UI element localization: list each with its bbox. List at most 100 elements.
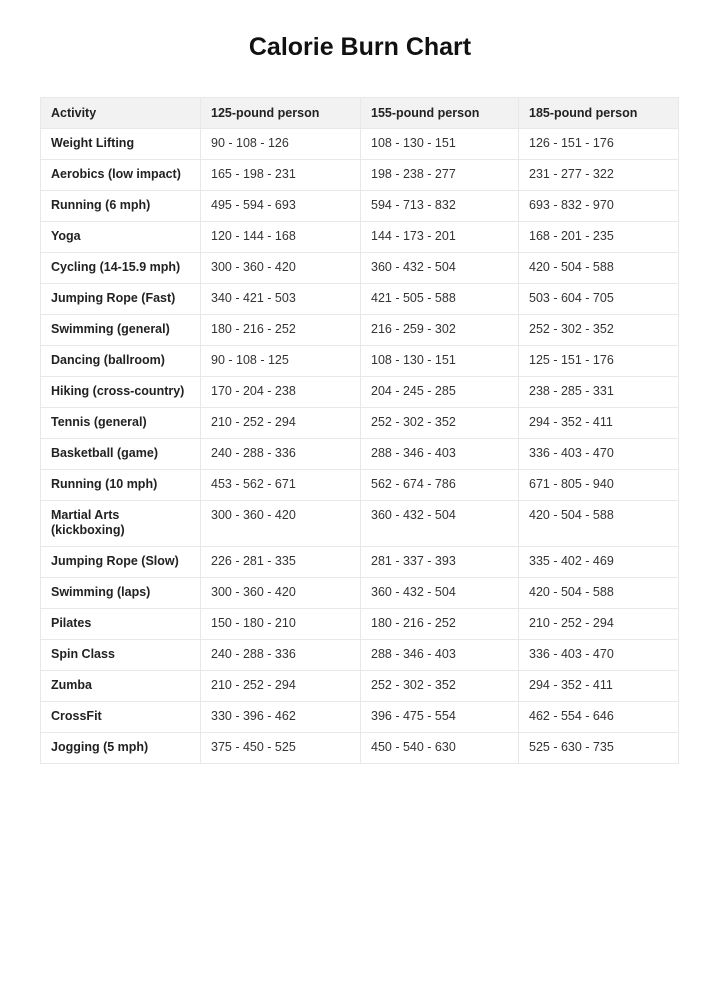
activity-cell: Martial Arts (kickboxing) [40, 500, 201, 547]
cell-125: 210 - 252 - 294 [200, 407, 361, 439]
cell-155: 360 - 432 - 504 [360, 500, 519, 547]
cell-155: 360 - 432 - 504 [360, 577, 519, 609]
page-title: Calorie Burn Chart [248, 33, 472, 61]
cell-155: 108 - 130 - 151 [360, 128, 519, 160]
activity-cell: Cycling (14-15.9 mph) [40, 252, 201, 284]
activity-cell: Pilates [40, 608, 201, 640]
cell-155: 562 - 674 - 786 [360, 469, 519, 501]
cell-185: 693 - 832 - 970 [518, 190, 679, 222]
cell-155: 396 - 475 - 554 [360, 701, 519, 733]
cell-155: 450 - 540 - 630 [360, 732, 519, 764]
cell-125: 120 - 144 - 168 [200, 221, 361, 253]
cell-185: 420 - 504 - 588 [518, 500, 679, 547]
table-row: Weight Lifting 90 - 108 - 126 108 - 130 - … [40, 128, 679, 160]
cell-155: 421 - 505 - 588 [360, 283, 519, 315]
cell-185: 294 - 352 - 411 [518, 407, 679, 439]
cell-155: 204 - 245 - 285 [360, 376, 519, 408]
cell-125: 375 - 450 - 525 [200, 732, 361, 764]
table-row: Running (10 mph) 453 - 562 - 671 562 - 674… [40, 469, 679, 501]
header-row: Activity 125-pound person 155-pound pers… [40, 97, 679, 129]
table-row: Cycling (14-15.9 mph) 300 - 360 - 420 360 … [40, 252, 679, 284]
cell-185: 168 - 201 - 235 [518, 221, 679, 253]
activity-cell: Swimming (laps) [40, 577, 201, 609]
cell-125: 90 - 108 - 125 [200, 345, 361, 377]
cell-125: 90 - 108 - 126 [200, 128, 361, 160]
cell-125: 300 - 360 - 420 [200, 500, 361, 547]
cell-125: 170 - 204 - 238 [200, 376, 361, 408]
activity-cell: Aerobics (low impact) [40, 159, 201, 191]
table-row: Zumba 210 - 252 - 294 252 - 302 - 352 294 -… [40, 670, 679, 702]
table-row: Tennis (general) 210 - 252 - 294 252 - 302… [40, 407, 679, 439]
cell-155: 216 - 259 - 302 [360, 314, 519, 346]
table-row: Aerobics (low impact) 165 - 198 - 231 198 … [40, 159, 679, 191]
cell-185: 126 - 151 - 176 [518, 128, 679, 160]
header-activity: Activity [40, 97, 201, 129]
cell-155: 252 - 302 - 352 [360, 670, 519, 702]
table-row: Martial Arts (kickboxing) 300 - 360 - 420… [40, 500, 679, 547]
cell-185: 238 - 285 - 331 [518, 376, 679, 408]
activity-cell: Hiking (cross-country) [40, 376, 201, 408]
cell-125: 453 - 562 - 671 [200, 469, 361, 501]
cell-125: 240 - 288 - 336 [200, 438, 361, 470]
table-row: Jumping Rope (Slow) 226 - 281 - 335 281 - … [40, 546, 679, 578]
activity-cell: Jogging (5 mph) [40, 732, 201, 764]
cell-185: 336 - 403 - 470 [518, 639, 679, 671]
cell-185: 294 - 352 - 411 [518, 670, 679, 702]
table-row: Swimming (general) 180 - 216 - 252 216 - 2… [40, 314, 679, 346]
cell-185: 525 - 630 - 735 [518, 732, 679, 764]
table-row: Dancing (ballroom) 90 - 108 - 125 108 - 13… [40, 345, 679, 377]
cell-125: 226 - 281 - 335 [200, 546, 361, 578]
activity-cell: Basketball (game) [40, 438, 201, 470]
header-155: 155-pound person [360, 97, 519, 129]
cell-155: 252 - 302 - 352 [360, 407, 519, 439]
cell-125: 210 - 252 - 294 [200, 670, 361, 702]
cell-155: 180 - 216 - 252 [360, 608, 519, 640]
cell-185: 125 - 151 - 176 [518, 345, 679, 377]
cell-155: 144 - 173 - 201 [360, 221, 519, 253]
cell-155: 281 - 337 - 393 [360, 546, 519, 578]
cell-185: 335 - 402 - 469 [518, 546, 679, 578]
cell-125: 150 - 180 - 210 [200, 608, 361, 640]
cell-155: 288 - 346 - 403 [360, 438, 519, 470]
activity-cell: Running (10 mph) [40, 469, 201, 501]
cell-185: 671 - 805 - 940 [518, 469, 679, 501]
activity-cell: Jumping Rope (Fast) [40, 283, 201, 315]
table-row: Spin Class 240 - 288 - 336 288 - 346 - 403… [40, 639, 679, 671]
cell-125: 330 - 396 - 462 [200, 701, 361, 733]
cell-155: 360 - 432 - 504 [360, 252, 519, 284]
table-row: CrossFit 330 - 396 - 462 396 - 475 - 554 46… [40, 701, 679, 733]
activity-cell: Swimming (general) [40, 314, 201, 346]
header-125: 125-pound person [200, 97, 361, 129]
table-row: Jogging (5 mph) 375 - 450 - 525 450 - 540 … [40, 732, 679, 764]
activity-cell: Jumping Rope (Slow) [40, 546, 201, 578]
cell-155: 288 - 346 - 403 [360, 639, 519, 671]
cell-185: 336 - 403 - 470 [518, 438, 679, 470]
cell-185: 210 - 252 - 294 [518, 608, 679, 640]
cell-125: 180 - 216 - 252 [200, 314, 361, 346]
activity-cell: CrossFit [40, 701, 201, 733]
cell-185: 503 - 604 - 705 [518, 283, 679, 315]
activity-cell: Yoga [40, 221, 201, 253]
cell-155: 108 - 130 - 151 [360, 345, 519, 377]
cell-125: 340 - 421 - 503 [200, 283, 361, 315]
header-185: 185-pound person [518, 97, 679, 129]
table-row: Yoga 120 - 144 - 168 144 - 173 - 201 168 - … [40, 221, 679, 253]
cell-155: 594 - 713 - 832 [360, 190, 519, 222]
table-row: Hiking (cross-country) 170 - 204 - 238 204… [40, 376, 679, 408]
activity-cell: Zumba [40, 670, 201, 702]
activity-cell: Dancing (ballroom) [40, 345, 201, 377]
cell-185: 420 - 504 - 588 [518, 577, 679, 609]
activity-cell: Tennis (general) [40, 407, 201, 439]
cell-185: 231 - 277 - 322 [518, 159, 679, 191]
cell-125: 240 - 288 - 336 [200, 639, 361, 671]
activity-cell: Running (6 mph) [40, 190, 201, 222]
cell-185: 420 - 504 - 588 [518, 252, 679, 284]
cell-125: 300 - 360 - 420 [200, 577, 361, 609]
cell-125: 495 - 594 - 693 [200, 190, 361, 222]
cell-185: 252 - 302 - 352 [518, 314, 679, 346]
table-row: Running (6 mph) 495 - 594 - 693 594 - 713 … [40, 190, 679, 222]
calorie-table: Activity 125-pound person 155-pound pers… [40, 97, 679, 764]
activity-cell: Weight Lifting [40, 128, 201, 160]
cell-155: 198 - 238 - 277 [360, 159, 519, 191]
cell-125: 300 - 360 - 420 [200, 252, 361, 284]
